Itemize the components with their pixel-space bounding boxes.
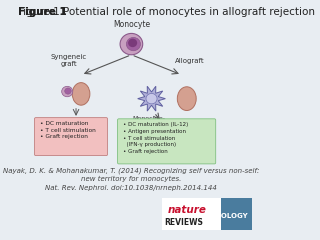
Circle shape (126, 37, 140, 51)
FancyBboxPatch shape (162, 198, 252, 232)
Text: Nat. Rev. Nephrol. doi:10.1038/nrneph.2014.144: Nat. Rev. Nephrol. doi:10.1038/nrneph.20… (45, 185, 217, 191)
Text: new territory for monocytes.: new territory for monocytes. (81, 176, 181, 182)
Text: Figure 1 Potential role of monocytes in allograft rejection: Figure 1 Potential role of monocytes in … (18, 7, 315, 17)
Text: Monocyte: Monocyte (113, 20, 150, 29)
Circle shape (146, 93, 157, 104)
Text: Monocyte-
derived DC: Monocyte- derived DC (132, 116, 167, 126)
Text: nature: nature (168, 205, 207, 215)
Text: REVIEWS: REVIEWS (164, 217, 204, 227)
Text: Nayak, D. K. & Mohanakumar, T. (2014) Recognizing self versus non-self:: Nayak, D. K. & Mohanakumar, T. (2014) Re… (3, 168, 260, 174)
FancyBboxPatch shape (4, 0, 259, 7)
Text: Allograft: Allograft (174, 58, 204, 64)
Text: • DC maturation (IL-12)
• Antigen presentation
• T cell stimulation
  (IFN-γ pro: • DC maturation (IL-12) • Antigen presen… (123, 122, 188, 154)
Text: NEPHROLOGY: NEPHROLOGY (194, 213, 248, 219)
Text: Figure 1 Potential role of monocytes in allograft rejection: Figure 1 Potential role of monocytes in … (18, 7, 315, 17)
Text: Figure 1: Figure 1 (18, 7, 67, 17)
FancyBboxPatch shape (162, 198, 221, 232)
Text: Figure 1: Figure 1 (18, 7, 67, 17)
Circle shape (128, 39, 137, 47)
Circle shape (120, 33, 143, 55)
Circle shape (65, 88, 71, 94)
Ellipse shape (177, 87, 196, 110)
Text: Syngeneic
graft: Syngeneic graft (50, 54, 87, 67)
Polygon shape (138, 86, 165, 111)
FancyBboxPatch shape (117, 119, 216, 164)
FancyBboxPatch shape (35, 118, 108, 156)
Ellipse shape (72, 83, 90, 105)
Text: • DC maturation
• T cell stimulation
• Graft rejection: • DC maturation • T cell stimulation • G… (40, 121, 95, 139)
FancyBboxPatch shape (4, 230, 259, 240)
Circle shape (62, 86, 73, 97)
